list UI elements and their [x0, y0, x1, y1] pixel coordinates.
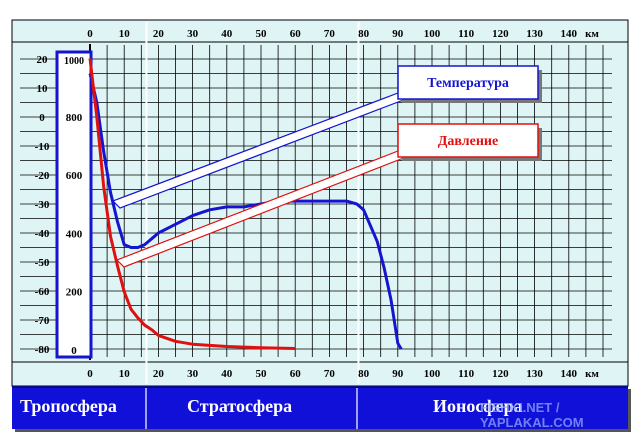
- zone-divider: [145, 388, 147, 429]
- pressure-line: [88, 58, 296, 350]
- pressure-scale-bar: [55, 50, 93, 359]
- zone-bar: Тропосфера Стратосфера Ионосфера: [12, 386, 628, 429]
- x-tick-label-top: 0: [87, 28, 93, 40]
- x-tick-label-bottom: 100: [424, 368, 441, 380]
- x-tick-label-bottom: 10: [119, 368, 131, 380]
- x-tick-label-top: 70: [324, 28, 336, 40]
- x-tick-label-bottom: 20: [153, 368, 165, 380]
- temperature-tick-label: -50: [35, 257, 50, 269]
- x-tick-label-bottom: 140: [561, 368, 578, 380]
- temperature-tick-label: -70: [35, 315, 50, 327]
- zone-label-troposphere: Тропосфера: [20, 396, 117, 416]
- x-tick-label-top: 20: [153, 28, 165, 40]
- x-tick-label-bottom: 90: [392, 368, 404, 380]
- pressure-tick-label: 0: [71, 345, 77, 357]
- zone-label-stratosphere: Стратосфера: [187, 396, 293, 416]
- pressure-tick-label: 400: [66, 228, 83, 240]
- x-tick-label-bottom: 80: [358, 368, 370, 380]
- x-tick-label-bottom: 110: [458, 368, 474, 380]
- x-tick-label-top: 90: [392, 28, 404, 40]
- legend-temperature-label: Температура: [427, 76, 509, 91]
- pressure-tick-label: 600: [66, 170, 83, 182]
- temperature-tick-label: -80: [35, 344, 50, 356]
- x-tick-label-bottom: 50: [256, 368, 268, 380]
- x-tick-label-top: 100: [424, 28, 441, 40]
- x-tick-label-bottom: 70: [324, 368, 336, 380]
- x-tick-label-top: 80: [358, 28, 370, 40]
- temperature-tick-label: -40: [35, 228, 50, 240]
- temperature-tick-label: -30: [35, 199, 50, 211]
- temperature-tick-label: -60: [35, 286, 50, 298]
- x-tick-label-bottom: 0: [87, 368, 93, 380]
- x-tick-label-top: 120: [492, 28, 509, 40]
- pressure-tick-label: 800: [66, 112, 83, 124]
- x-tick-label-bottom: 120: [492, 368, 509, 380]
- temperature-line: [88, 73, 403, 350]
- temperature-tick-label: -20: [35, 170, 50, 182]
- temperature-tick-label: 20: [37, 54, 49, 66]
- temperature-tick-label: -10: [35, 141, 50, 153]
- x-tick-label-top: 110: [458, 28, 474, 40]
- temperature-tick-label: 10: [37, 83, 49, 95]
- zone-label-ionosphere: Ионосфера: [433, 396, 523, 416]
- x-unit-label-bottom: км: [585, 368, 599, 380]
- x-unit-label-top: км: [585, 28, 599, 40]
- temperature-tick-label: 0: [39, 112, 45, 124]
- x-tick-label-top: 140: [561, 28, 578, 40]
- x-tick-label-top: 60: [290, 28, 302, 40]
- pressure-tick-label: 200: [66, 287, 83, 299]
- x-tick-label-bottom: 60: [290, 368, 302, 380]
- pressure-tick-label: 1000: [64, 56, 84, 67]
- legend-temperature-box: [397, 65, 539, 100]
- x-tick-label-bottom: 30: [187, 368, 199, 380]
- x-tick-label-bottom: 40: [221, 368, 233, 380]
- x-tick-label-top: 10: [119, 28, 131, 40]
- x-tick-label-top: 130: [526, 28, 543, 40]
- watermark-logo: FISHKI.NET / YAPLAKAL.COM: [480, 400, 584, 430]
- x-tick-label-top: 50: [256, 28, 268, 40]
- legend-pressure-box: [397, 123, 539, 158]
- zone-divider: [356, 388, 358, 429]
- x-tick-label-bottom: 130: [526, 368, 543, 380]
- legend-pressure-label: Давление: [438, 134, 498, 149]
- x-tick-label-top: 40: [221, 28, 233, 40]
- x-tick-label-top: 30: [187, 28, 199, 40]
